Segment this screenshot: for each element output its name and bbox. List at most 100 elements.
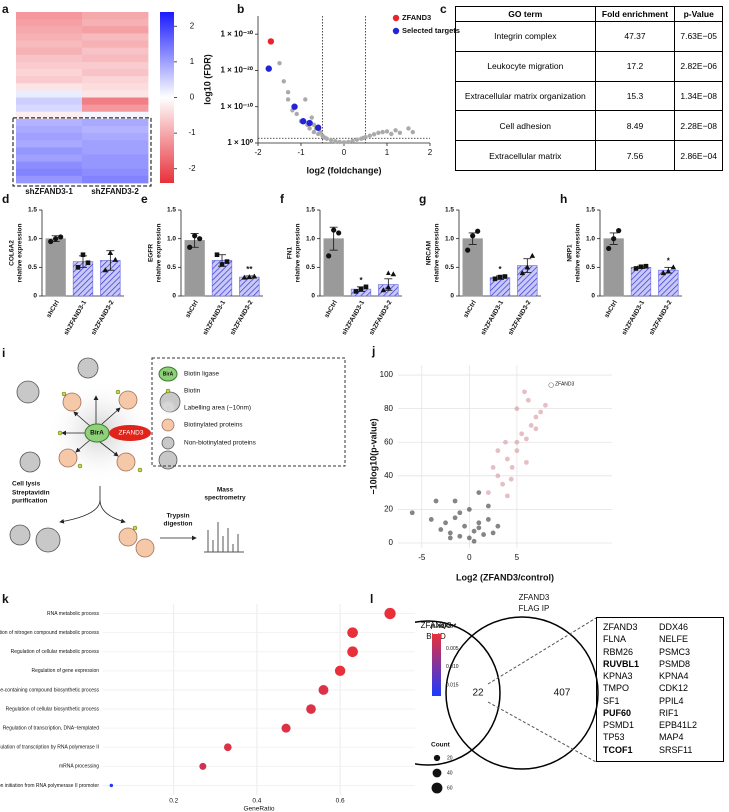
set-title: FLAG IP bbox=[519, 604, 550, 613]
point bbox=[462, 523, 467, 529]
dot bbox=[384, 607, 396, 620]
point bbox=[522, 389, 527, 395]
legend-box bbox=[151, 357, 346, 467]
table-row: Extracellular matrix 7.56 2.86E−04 bbox=[455, 140, 723, 171]
heatmap-cell bbox=[16, 140, 83, 148]
point bbox=[471, 538, 477, 544]
bar bbox=[462, 238, 483, 297]
heatmap-cell bbox=[82, 97, 149, 106]
point bbox=[341, 140, 347, 145]
point bbox=[508, 476, 514, 482]
data-point bbox=[380, 287, 387, 293]
y-tick-label: 1.0 bbox=[28, 235, 37, 242]
gene: MAP4 bbox=[658, 732, 684, 743]
point bbox=[354, 137, 360, 142]
y-tick-label: 0.5 bbox=[586, 264, 595, 271]
colorbar bbox=[160, 12, 174, 183]
x-tick-label: shZFAND3-2 bbox=[368, 299, 394, 336]
gene: RBM26 bbox=[603, 646, 634, 657]
table-row: Integrin complex 47.37 7.63E−05 bbox=[455, 21, 723, 52]
data-point bbox=[497, 274, 503, 280]
colorbar-tick-label: 1 bbox=[190, 57, 195, 66]
x-tick-label: 0.2 bbox=[169, 798, 178, 805]
panel-letter: h bbox=[560, 192, 567, 206]
biotinylated-protein bbox=[118, 390, 138, 410]
heatmap-cell bbox=[16, 118, 83, 127]
arrow bbox=[75, 439, 91, 453]
heatmap-cell bbox=[16, 54, 83, 63]
point bbox=[457, 533, 463, 539]
y-tick-label: 1.0 bbox=[167, 235, 176, 242]
data-point bbox=[363, 284, 369, 290]
significance: ** bbox=[246, 265, 253, 274]
dot bbox=[109, 783, 114, 788]
heatmap-cell bbox=[82, 111, 149, 120]
size-key bbox=[433, 754, 441, 762]
heatmap-cell bbox=[16, 154, 83, 163]
data-point bbox=[48, 238, 54, 245]
data-point bbox=[353, 289, 359, 294]
point bbox=[361, 135, 366, 141]
x-tick-label: shZFAND3-1 bbox=[202, 299, 228, 336]
point bbox=[452, 498, 458, 504]
biotin bbox=[57, 430, 63, 436]
y-tick-label: 0 bbox=[450, 293, 454, 300]
y-tick-label: 1 × 10⁻¹⁰ bbox=[220, 102, 253, 111]
y-axis-label: relative expression bbox=[17, 224, 24, 283]
column-label: shZFAND3-1 bbox=[25, 187, 73, 196]
panel-letter: a bbox=[2, 2, 9, 16]
y-axis-label: COL6A2 bbox=[9, 240, 16, 266]
point bbox=[393, 128, 398, 133]
gene: SF1 bbox=[603, 695, 620, 706]
arrow bbox=[101, 407, 121, 425]
connector bbox=[487, 701, 597, 763]
y-tick-label: 60 bbox=[384, 437, 393, 446]
heatmap-cell bbox=[16, 76, 83, 84]
point bbox=[471, 528, 477, 534]
point bbox=[315, 124, 322, 131]
point bbox=[303, 97, 308, 102]
dot bbox=[334, 665, 346, 677]
data-point bbox=[246, 274, 253, 280]
data-point bbox=[241, 274, 248, 280]
x-tick-label: 0.4 bbox=[252, 798, 261, 805]
arrow bbox=[99, 499, 126, 524]
table-cell: Cell adhesion bbox=[455, 110, 596, 142]
data-point bbox=[611, 236, 617, 242]
y-tick-label: 20 bbox=[384, 504, 393, 513]
data-point bbox=[102, 267, 109, 273]
point bbox=[265, 65, 272, 72]
point bbox=[376, 130, 381, 136]
y-tick-label: 1.0 bbox=[445, 235, 454, 242]
point bbox=[294, 111, 299, 117]
y-axis-label: relative expression bbox=[575, 224, 582, 283]
point bbox=[524, 436, 529, 442]
size-key-label: 40 bbox=[447, 770, 453, 776]
point bbox=[410, 129, 415, 135]
dot bbox=[306, 704, 316, 714]
panel-letter: k bbox=[2, 592, 9, 606]
protein bbox=[16, 380, 40, 404]
point bbox=[428, 517, 434, 522]
legend-label: Biotin ligase bbox=[184, 371, 219, 378]
gene: CDK12 bbox=[658, 683, 688, 694]
gene: ZFAND3 bbox=[603, 622, 638, 632]
y-tick-label: 0 bbox=[591, 293, 595, 300]
point bbox=[328, 137, 334, 143]
data-point bbox=[85, 260, 91, 266]
point bbox=[350, 138, 355, 144]
data-point bbox=[660, 270, 667, 276]
heatmap-cell bbox=[16, 83, 83, 91]
data-point bbox=[358, 286, 364, 292]
y-tick-label: mRNA processing bbox=[59, 764, 99, 770]
dot bbox=[223, 743, 232, 752]
legend-label: ZFAND3 bbox=[402, 13, 431, 22]
point bbox=[533, 426, 539, 432]
legend-label: Selected targets bbox=[402, 26, 460, 35]
point bbox=[538, 409, 544, 415]
plot-background bbox=[103, 604, 415, 795]
dot bbox=[318, 685, 329, 695]
data-point bbox=[187, 244, 193, 250]
point bbox=[457, 510, 463, 516]
data-point bbox=[214, 252, 220, 258]
